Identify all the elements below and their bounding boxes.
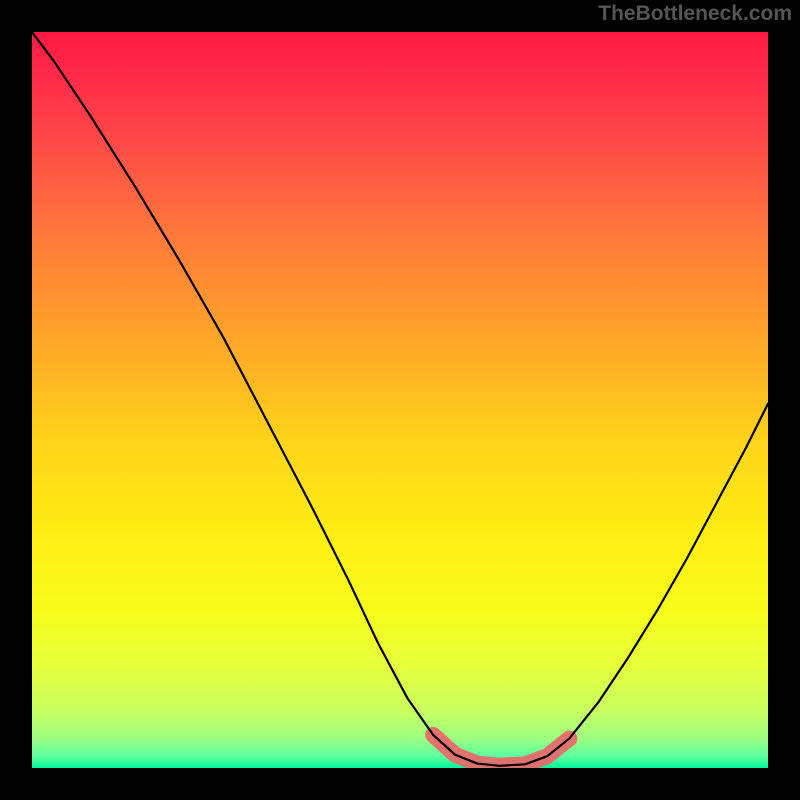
plot-area [32,32,768,768]
chart-svg [32,32,768,768]
container: TheBottleneck.com [0,0,800,800]
watermark-text: TheBottleneck.com [598,2,792,26]
gradient-background [32,32,768,768]
